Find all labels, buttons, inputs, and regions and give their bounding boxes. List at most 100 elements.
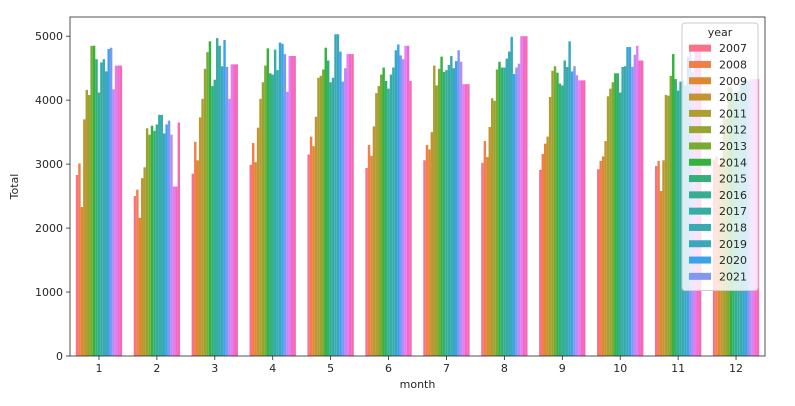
- legend-swatch-2016: [689, 191, 711, 199]
- bar-series-16-month-9: [578, 80, 581, 356]
- bar-2009-month-4: [254, 162, 257, 356]
- bar-2007-month-10: [597, 169, 600, 356]
- y-tick-label: 0: [56, 350, 63, 363]
- bar-2007-month-8: [481, 162, 484, 356]
- legend-swatch-2015: [689, 175, 711, 183]
- bar-2017-month-8: [505, 58, 509, 356]
- bar-series-16-month-10: [636, 45, 639, 356]
- bar-2017-month-1: [100, 62, 103, 356]
- bar-2010-month-10: [604, 141, 607, 356]
- bar-2008-month-6: [367, 144, 371, 356]
- legend-swatch-2014: [689, 158, 711, 166]
- bar-2020-month-10: [628, 47, 632, 357]
- bar-series-17-month-1: [117, 65, 120, 357]
- bar-2007-month-2: [133, 196, 137, 356]
- bar-series-16-month-8: [520, 36, 523, 356]
- legend-box: [681, 22, 759, 291]
- bar-2008-month-7: [425, 144, 429, 356]
- bar-series-17-month-9: [580, 80, 584, 356]
- bar-2020-month-6: [397, 44, 400, 356]
- bar-series-15-month-4: [286, 91, 289, 356]
- bar-2014-month-5: [324, 47, 327, 356]
- bar-2013-month-6: [380, 74, 383, 356]
- bar-2008-month-4: [251, 143, 255, 356]
- y-tick-label: 5000: [35, 30, 63, 43]
- x-tick-label: 5: [327, 362, 334, 375]
- bar-2008-month-1: [78, 163, 81, 356]
- bar-2008-month-8: [483, 141, 487, 356]
- bar-2019-month-7: [452, 68, 455, 357]
- bar-2017-month-11: [679, 81, 682, 356]
- bar-series-16-month-2: [172, 186, 176, 356]
- bar-series-18-month-5: [351, 54, 354, 356]
- bar-2012-month-6: [377, 86, 381, 356]
- bar-series-15-month-10: [633, 54, 637, 357]
- bar-2019-month-8: [510, 36, 513, 356]
- legend-swatch-2012: [689, 126, 711, 134]
- bar-2014-month-2: [150, 125, 154, 357]
- bar-2010-month-2: [141, 178, 144, 356]
- bar-2012-month-10: [609, 88, 612, 356]
- y-tick-label: 2000: [35, 222, 63, 235]
- bar-2011-month-6: [375, 93, 378, 357]
- legend-swatch-2019: [689, 240, 711, 248]
- x-tick-label: 11: [671, 362, 685, 375]
- bar-2020-month-2: [165, 124, 168, 357]
- bar-series-17-month-10: [638, 60, 641, 357]
- bar-2016-month-4: [271, 74, 274, 356]
- bar-2012-month-3: [203, 68, 207, 356]
- bar-2016-month-9: [561, 85, 564, 356]
- x-tick-label: 4: [269, 362, 276, 375]
- bar-2016-month-8: [503, 67, 506, 356]
- x-tick-label: 9: [559, 362, 566, 375]
- bar-series-17-month-5: [348, 54, 352, 356]
- bar-series-18-month-9: [583, 80, 586, 356]
- bar-series-16-month-4: [288, 56, 291, 357]
- bar-2018-month-4: [276, 70, 279, 356]
- legend-label-2019: 2019: [719, 238, 747, 251]
- bar-2016-month-11: [676, 90, 680, 356]
- bar-2015-month-4: [269, 73, 272, 356]
- bar-2017-month-6: [389, 74, 393, 356]
- bar-2011-month-11: [664, 95, 668, 356]
- bar-2017-month-5: [331, 77, 335, 356]
- bar-2021-month-9: [573, 66, 576, 356]
- bar-2014-month-3: [208, 41, 212, 357]
- bar-2012-month-9: [551, 70, 554, 356]
- bar-2016-month-10: [618, 92, 622, 356]
- bar-2018-month-3: [218, 45, 221, 356]
- legend-label-2020: 2020: [719, 254, 747, 267]
- bar-series-17-month-7: [464, 84, 468, 356]
- bar-2008-month-10: [599, 160, 602, 356]
- bar-2012-month-11: [667, 95, 670, 357]
- bar-2018-month-7: [450, 56, 453, 357]
- bar-2020-month-9: [570, 71, 574, 357]
- bar-2019-month-3: [220, 66, 224, 356]
- bar-series-16-month-6: [404, 45, 407, 356]
- bar-2008-month-11: [657, 160, 660, 356]
- bar-2014-month-9: [556, 72, 559, 357]
- bar-2013-month-2: [148, 134, 151, 356]
- bar-2014-month-1: [92, 45, 96, 356]
- bar-2009-month-8: [486, 157, 489, 356]
- bar-series-18-month-4: [293, 56, 296, 357]
- bar-2013-month-7: [437, 68, 441, 356]
- bar-2010-month-8: [488, 127, 491, 357]
- bar-2010-month-3: [198, 117, 202, 356]
- bar-2010-month-1: [83, 119, 86, 356]
- bar-2017-month-4: [273, 49, 277, 357]
- legend-swatch-2021: [689, 272, 711, 280]
- bar-2017-month-3: [216, 38, 219, 357]
- bar-2021-month-5: [341, 81, 345, 356]
- bar-2011-month-4: [259, 98, 262, 357]
- x-tick-label: 10: [613, 362, 627, 375]
- bar-series-17-month-6: [406, 45, 410, 356]
- bar-series-17-month-3: [233, 64, 236, 356]
- bar-2012-month-4: [261, 82, 265, 357]
- bar-2018-month-9: [565, 66, 569, 356]
- bar-2011-month-10: [606, 96, 610, 356]
- bar-2016-month-1: [97, 92, 101, 356]
- bar-2011-month-5: [317, 77, 320, 356]
- bar-2007-month-3: [191, 173, 195, 356]
- bar-2021-month-10: [631, 66, 634, 356]
